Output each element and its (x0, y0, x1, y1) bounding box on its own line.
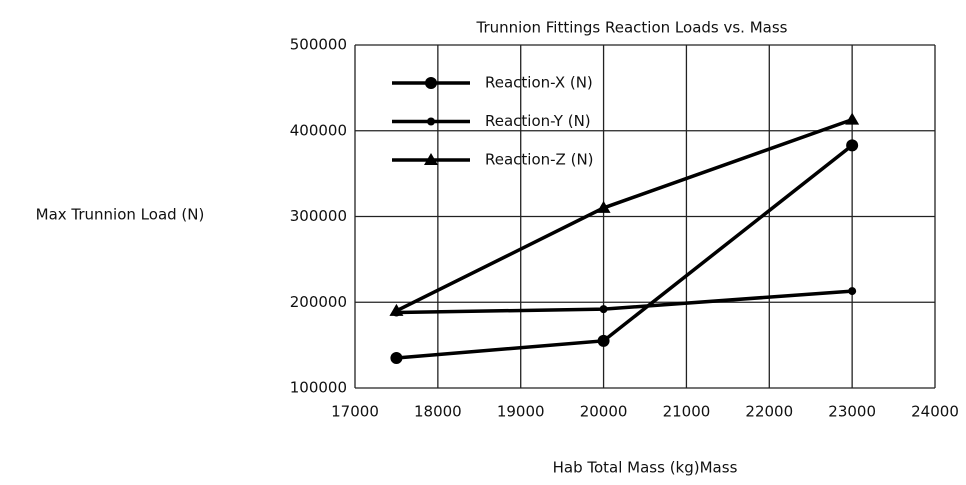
marker (597, 334, 610, 347)
x-axis-label: Hab Total Mass (kg)Mass (553, 459, 738, 477)
marker (427, 117, 435, 126)
series-line (395, 117, 853, 313)
x-tick-label: 22000 (745, 403, 793, 421)
legend-label: Reaction-X (N) (485, 74, 593, 92)
marker (390, 351, 403, 364)
marker (425, 77, 437, 89)
y-tick-label: 200000 (290, 293, 347, 311)
y-tick-label: 100000 (290, 379, 347, 397)
marker (596, 200, 611, 213)
x-tick-label: 20000 (580, 403, 628, 421)
x-tick-label: 18000 (414, 403, 462, 421)
marker (424, 153, 438, 165)
marker (389, 303, 404, 316)
marker (846, 139, 859, 152)
series-line (396, 143, 854, 360)
y-axis-label: Max Trunnion Load (N) (36, 206, 205, 224)
legend-label: Reaction-Z (N) (485, 151, 594, 169)
x-tick-label: 24000 (911, 403, 959, 421)
x-tick-label: 23000 (828, 403, 876, 421)
x-tick-label: 17000 (331, 403, 379, 421)
legend-label: Reaction-Y (N) (485, 112, 591, 130)
y-tick-label: 500000 (290, 36, 347, 54)
marker (599, 305, 608, 314)
x-tick-label: 21000 (663, 403, 711, 421)
marker (848, 287, 857, 296)
y-tick-label: 300000 (290, 207, 347, 225)
y-tick-label: 400000 (290, 121, 347, 139)
chart-title: Trunnion Fittings Reaction Loads vs. Mas… (476, 19, 788, 37)
x-tick-label: 19000 (497, 403, 545, 421)
marker (845, 112, 860, 125)
